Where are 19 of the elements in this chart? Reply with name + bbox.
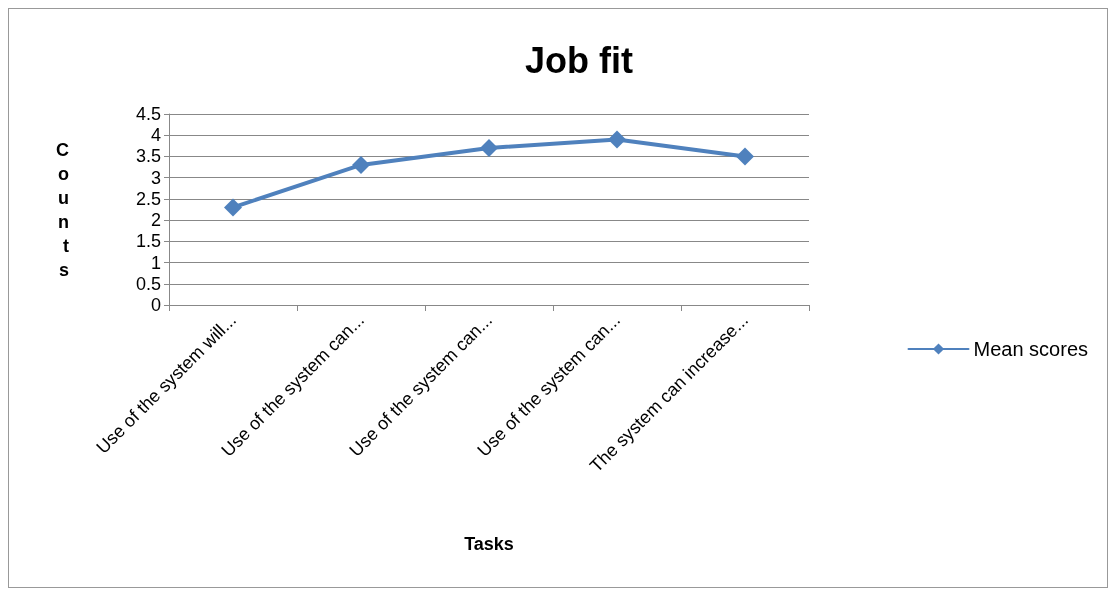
y-axis-title: Counts (56, 139, 69, 280)
y-tick-label: 1.5 (135, 231, 161, 252)
point (224, 198, 242, 217)
point (480, 138, 498, 157)
y-tick-label: 2.5 (135, 188, 161, 209)
point (352, 155, 370, 174)
y-tick-label: 0.5 (135, 273, 161, 294)
x-axis-title: Tasks (464, 534, 514, 554)
y-tick-label: 4 (150, 125, 161, 146)
point (608, 130, 626, 149)
legend-label: Mean scores (973, 338, 1089, 360)
y-tick-label: 0 (150, 295, 161, 315)
y-tick-label: 2 (150, 210, 161, 231)
y-tick-label: 4.5 (135, 104, 161, 124)
y-tick-label: 3 (150, 167, 161, 188)
y-tick-label: 3.5 (135, 146, 161, 167)
point (736, 147, 754, 166)
chart-title: Job fit (525, 39, 633, 81)
y-tick-label: 1 (150, 252, 161, 273)
